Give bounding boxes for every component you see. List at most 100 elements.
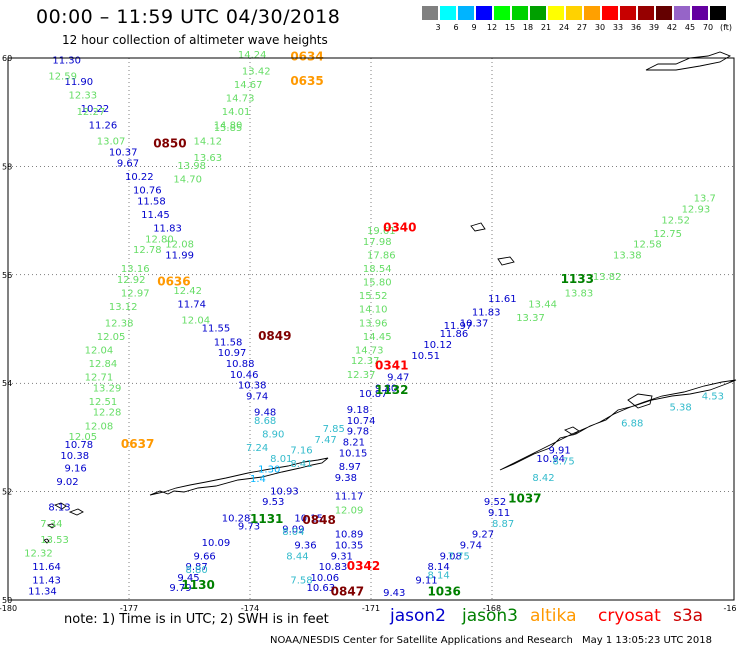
wave-height-value: 12.09 <box>335 505 364 516</box>
color-scale-tick: 33 <box>612 23 624 32</box>
map-border <box>7 57 735 601</box>
pass-time-label: 0635 <box>290 74 323 88</box>
lat-tick-label: 54 <box>2 379 12 388</box>
wave-height-value: 1.4 <box>250 474 266 485</box>
lon-tick-label: -168 <box>483 604 501 613</box>
wave-height-value: 13.29 <box>93 383 122 394</box>
wave-height-value: 15.52 <box>359 291 388 302</box>
wave-height-value: 9.38 <box>335 473 357 484</box>
generation-timestamp: May 1 13:05:23 UTC 2018 <box>582 635 712 646</box>
pass-time-label: 1133 <box>561 272 594 286</box>
wave-height-value: 13.83 <box>565 288 594 299</box>
lon-tick-label: -174 <box>241 604 259 613</box>
lon-tick-label: -16 <box>723 604 736 613</box>
wave-height-value: 7.16 <box>290 446 312 457</box>
wave-height-value: 9.91 <box>548 446 570 457</box>
wave-height-value: 10.15 <box>294 513 323 524</box>
wave-height-value: 14.67 <box>234 80 263 91</box>
wave-height-value: 11.97 <box>444 321 473 332</box>
wave-height-value: 17.98 <box>363 237 392 248</box>
wave-height-value: 10.15 <box>339 448 368 459</box>
pass-time-label: 0342 <box>347 559 380 573</box>
wave-height-value: 10.88 <box>226 359 255 370</box>
wave-height-value: 10.93 <box>270 486 299 497</box>
pass-time-label: 0849 <box>258 329 291 343</box>
wave-height-value: 9.09 <box>282 524 304 535</box>
wave-height-value: 13.44 <box>528 299 557 310</box>
wave-height-value: 11.83 <box>153 223 182 234</box>
wave-height-value: 18.54 <box>363 264 392 275</box>
wave-height-value: 14.12 <box>194 137 223 148</box>
legend-cryosat: cryosat <box>598 606 661 626</box>
wave-height-value: 12.08 <box>85 421 114 432</box>
wave-height-value: 11.61 <box>488 294 517 305</box>
wave-height-value: 9.02 <box>56 477 78 488</box>
pass-time-label: 0848 <box>302 513 335 527</box>
wave-height-value: 10.28 <box>222 513 251 524</box>
wave-height-value: 14.80 <box>214 120 243 131</box>
wave-height-value: 8.44 <box>286 551 308 562</box>
aleutian-islands <box>149 457 329 496</box>
wave-height-value: 15.85 <box>214 123 243 134</box>
wave-height-value: 8.42 <box>532 473 554 484</box>
wave-height-value: 12.52 <box>661 215 690 226</box>
legend-altika: altika <box>530 606 577 626</box>
wave-height-value: 11.55 <box>202 324 231 335</box>
color-scale-tick: 6 <box>453 23 459 32</box>
color-swatch <box>530 6 546 20</box>
legend-jason3: jason3 <box>462 606 518 626</box>
wave-height-value: 10.37 <box>109 148 138 159</box>
color-swatch <box>494 6 510 20</box>
wave-height-value: 13.98 <box>177 161 206 172</box>
units-note: note: 1) Time is in UTC; 2) SWH is in fe… <box>64 612 329 627</box>
wave-height-value: 10.89 <box>335 530 364 541</box>
wave-height-value: 6.88 <box>621 419 643 430</box>
wave-height-value: 12.59 <box>48 72 77 83</box>
pass-time-label: 1132 <box>375 383 408 397</box>
wave-height-value: 10.97 <box>218 348 247 359</box>
color-swatch <box>458 6 474 20</box>
wave-height-value: 10.09 <box>202 538 231 549</box>
pass-time-label: 1131 <box>250 512 283 526</box>
wave-height-value: 7.58 <box>290 576 312 587</box>
wave-height-value: 9.52 <box>484 497 506 508</box>
wave-height-value: 9.43 <box>383 588 405 599</box>
wave-height-value: 9.08 <box>440 551 462 562</box>
wave-height-value: 9.74 <box>460 541 482 552</box>
wave-height-value: 12.92 <box>117 275 146 286</box>
wave-height-value: 14.45 <box>363 332 392 343</box>
wave-height-value: 11.99 <box>165 251 194 262</box>
wave-height-value: 9.48 <box>254 408 276 419</box>
wave-height-value: 13.82 <box>593 272 622 283</box>
wave-height-value: 11.43 <box>32 576 61 587</box>
color-swatch <box>710 6 726 20</box>
wave-height-value: 14.10 <box>359 305 388 316</box>
color-scale-tick: 24 <box>558 23 570 32</box>
color-scale-tick: 9 <box>471 23 477 32</box>
wave-height-value: 12.27 <box>77 107 106 118</box>
wave-height-value: 11.58 <box>137 196 166 207</box>
wave-height-value: 14.73 <box>355 345 384 356</box>
wave-height-value: 14.24 <box>238 50 267 61</box>
wave-height-value: 10.35 <box>335 541 364 552</box>
wave-height-value: 11.64 <box>32 562 61 573</box>
pass-time-label: 0636 <box>157 275 190 289</box>
wave-height-value: 10.63 <box>306 583 335 594</box>
wave-height-value: 12.37 <box>347 370 376 381</box>
color-scale-tick: 36 <box>630 23 642 32</box>
color-scale-tick: 3 <box>435 23 441 32</box>
wave-height-value: 7.24 <box>246 443 268 454</box>
wave-height-value: 9.11 <box>488 508 510 519</box>
map-frame <box>7 57 735 601</box>
wave-height-value: 9.53 <box>262 497 284 508</box>
wave-height-value: 9.31 <box>331 551 353 562</box>
wave-height-value: 8.68 <box>254 416 276 427</box>
wave-height-value: 9.79 <box>169 583 191 594</box>
color-swatch <box>512 6 528 20</box>
lon-tick-label: -177 <box>120 604 138 613</box>
wave-height-value: 12.97 <box>121 288 150 299</box>
wave-height-value: 12.28 <box>93 408 122 419</box>
wave-height-value: 14.01 <box>222 107 251 118</box>
wave-height-value: 9.73 <box>238 522 260 533</box>
wave-height-value: 11.58 <box>214 337 243 348</box>
